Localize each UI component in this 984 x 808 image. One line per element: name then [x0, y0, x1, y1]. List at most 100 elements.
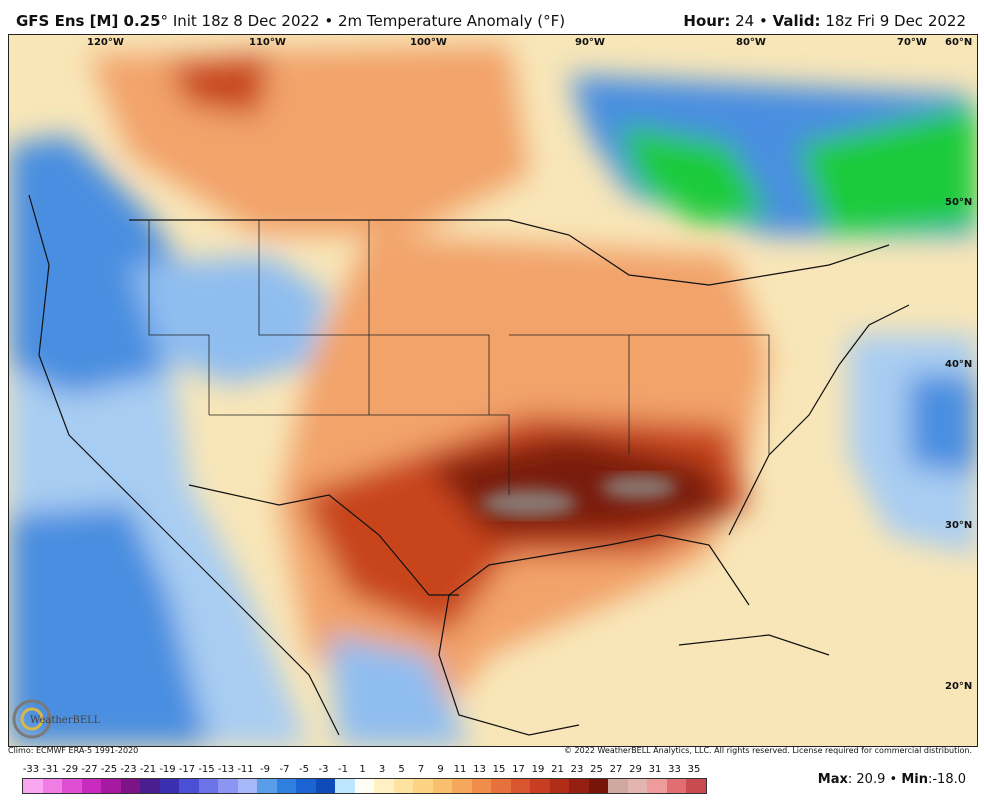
legend-label: 35	[687, 764, 701, 775]
canada-warm-core	[169, 55, 269, 115]
legend-swatch	[198, 779, 218, 793]
us-mexico-border	[188, 484, 459, 596]
cuba-outline	[678, 634, 830, 656]
copyright-note: © 2022 WeatherBELL Analytics, LLC. All r…	[564, 746, 972, 755]
legend-swatch	[315, 779, 335, 793]
climo-note: Climo: ECMWF ERA-5 1991-2020	[8, 746, 139, 755]
legend-swatch	[608, 779, 628, 793]
legend-swatch	[120, 779, 140, 793]
parameter-name: 2m Temperature Anomaly (°F)	[338, 12, 566, 30]
legend-label: -15	[198, 764, 215, 775]
great-basin-cool	[129, 255, 329, 385]
legend-label: 7	[417, 764, 425, 775]
quebec-green-west	[619, 125, 769, 225]
latitude-label-30n: 30°N	[945, 520, 973, 531]
hour-label: Hour:	[683, 12, 731, 30]
latitude-label-40n: 40°N	[945, 359, 973, 370]
legend-label: -21	[139, 764, 157, 775]
legend-swatch	[354, 779, 374, 793]
legend-label: 19	[531, 764, 545, 775]
legend-label: -19	[159, 764, 176, 775]
max-value: 20.9	[856, 772, 886, 787]
legend-label: -9	[260, 764, 270, 775]
extreme-anomaly	[481, 475, 677, 517]
longitude-label-120w: 120°W	[87, 37, 124, 48]
legend-swatch	[666, 779, 686, 793]
anomaly-field	[9, 45, 977, 746]
extreme-gray-east	[601, 475, 677, 499]
legend-swatch	[335, 779, 355, 793]
legend-swatch	[627, 779, 647, 793]
min-value: -18.0	[932, 772, 966, 787]
valid-time-block: Hour: 24 • Valid: 18z Fri 9 Dec 2022	[683, 12, 966, 30]
political-boundaries	[28, 194, 910, 736]
logo-inner-swirl	[20, 707, 44, 731]
legend-swatch	[647, 779, 667, 793]
valid-bullet: •	[758, 12, 768, 30]
legend-swatch	[452, 779, 472, 793]
legend-label: 29	[629, 764, 642, 775]
west-coastline	[28, 194, 340, 736]
latitude-label-20n: 20°N	[945, 681, 973, 692]
init-time: Init 18z 8 Dec 2022	[172, 12, 320, 30]
legend-swatch	[686, 779, 706, 793]
legend-swatch	[491, 779, 511, 793]
legend-label: 1	[359, 764, 366, 775]
anomaly-map: 120°W 110°W 100°W 90°W 80°W 70°W 60°N 50…	[8, 34, 978, 747]
legend-label: -3	[318, 764, 329, 775]
legend-swatch	[549, 779, 569, 793]
legend-swatch	[393, 779, 413, 793]
gulf-coastline	[448, 534, 750, 606]
great-lakes-border	[508, 219, 890, 286]
legend-label: -25	[100, 764, 118, 775]
state-line-northwest	[148, 220, 210, 415]
mexico-gulf-coast	[438, 594, 580, 736]
maxmin-bullet: •	[889, 772, 898, 787]
legend-swatch	[588, 779, 608, 793]
longitude-label-100w: 100°W	[410, 37, 447, 48]
legend-label: -7	[279, 764, 290, 775]
legend-swatch	[413, 779, 433, 793]
legend-label: 5	[398, 764, 405, 775]
legend-label: -29	[61, 764, 79, 775]
legend-label: 21	[551, 764, 564, 775]
legend-swatch	[374, 779, 394, 793]
legend-label: 33	[668, 764, 681, 775]
legend-label: -27	[81, 764, 98, 775]
title-bullet: •	[324, 12, 334, 30]
legend-label: 27	[609, 764, 623, 775]
legend-label: 25	[590, 764, 603, 775]
state-line-south	[209, 414, 510, 495]
legend-label: 13	[473, 764, 486, 775]
legend-label: -5	[299, 764, 309, 775]
legend-swatch	[471, 779, 491, 793]
legend-swatch	[432, 779, 452, 793]
legend-label: 15	[492, 764, 506, 775]
model-name: GFS Ens [M] 0.25	[16, 12, 161, 30]
longitude-label-70w: 70°W	[897, 37, 927, 48]
legend-label: -1	[338, 764, 348, 775]
longitude-label-110w: 110°W	[249, 37, 286, 48]
weatherbell-logo: WeatherBELL	[12, 699, 100, 739]
legend-swatch	[140, 779, 160, 793]
legend-label: 31	[648, 764, 662, 775]
legend-label: -23	[120, 764, 137, 775]
state-line-plains	[368, 220, 490, 415]
legend-label: -31	[42, 764, 59, 775]
extreme-gray-west	[481, 489, 577, 517]
legend-label: 17	[512, 764, 525, 775]
state-line-ohio-valley	[629, 334, 770, 455]
min-label: Min	[901, 772, 928, 787]
legend-swatch	[257, 779, 277, 793]
longitude-label-80w: 80°W	[736, 37, 766, 48]
pacific-cool-core	[9, 505, 209, 746]
color-legend: -33 -31 -29 -27 -25 -23 -21 -19 -17 -15 -13 -11 -9 -7…	[14, 764, 707, 798]
legend-swatch	[81, 779, 101, 793]
legend-label: 11	[453, 764, 467, 775]
map-title: GFS Ens [M] 0.25° Init 18z 8 Dec 2022 • …	[16, 12, 565, 30]
legend-colorbar	[22, 778, 707, 794]
legend-swatch	[23, 779, 43, 793]
legend-label: -33	[22, 764, 40, 775]
valid-value: 18z Fri 9 Dec 2022	[825, 12, 966, 30]
state-line-rockies	[258, 220, 370, 415]
